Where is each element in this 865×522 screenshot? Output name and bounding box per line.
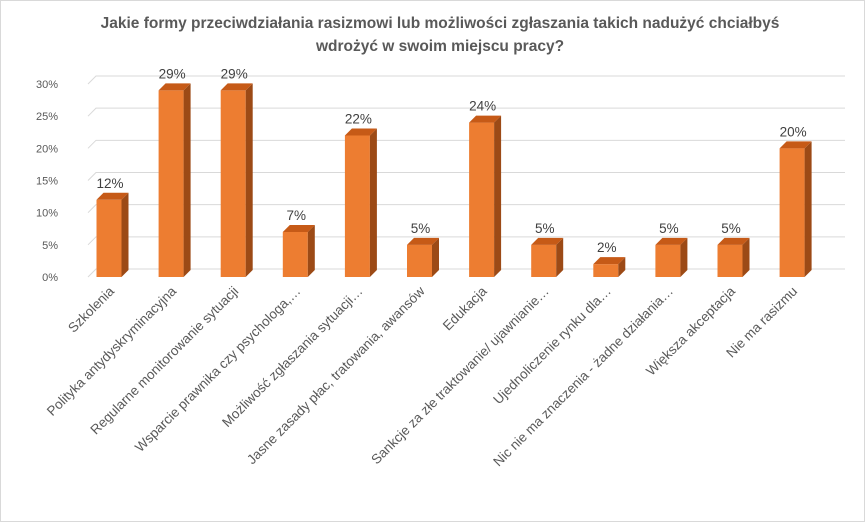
- data-label: 29%: [221, 66, 248, 81]
- data-label: 7%: [287, 208, 307, 223]
- data-label: 29%: [159, 66, 186, 81]
- y-tick-label: 20%: [36, 143, 58, 155]
- bar-side: [307, 224, 315, 277]
- bar-side: [680, 237, 688, 277]
- bar-top: [531, 237, 564, 245]
- bar-side: [369, 128, 377, 277]
- bar-side: [245, 83, 253, 277]
- bar-side: [742, 237, 750, 277]
- category-label: Polityka antydyskryminacyjna: [44, 283, 180, 419]
- chart-title: Jakie formy przeciwdziałania rasizmowi l…: [60, 12, 820, 58]
- data-label: 24%: [469, 99, 496, 114]
- data-label: 5%: [411, 221, 431, 236]
- bar-front: [655, 244, 681, 277]
- data-label: 20%: [780, 124, 807, 139]
- bar-front: [593, 264, 619, 277]
- bar-side: [556, 237, 564, 277]
- data-label: 12%: [96, 176, 123, 191]
- bar-top: [779, 141, 812, 149]
- y-tick-label: 0%: [42, 272, 58, 284]
- data-label: 2%: [597, 240, 617, 255]
- bar-front: [220, 90, 246, 277]
- gridline: [87, 75, 845, 85]
- bar-top: [593, 257, 626, 265]
- bar-front: [344, 135, 370, 277]
- gridline: [87, 107, 845, 117]
- category-label: Edukacja: [440, 283, 490, 333]
- chart-title-line-2: wdrożyć w swoim miejscu pracy?: [315, 38, 565, 55]
- bar-top: [220, 83, 253, 91]
- bar-front: [717, 244, 743, 277]
- y-tick-label: 30%: [36, 79, 58, 91]
- bar-side: [183, 83, 191, 277]
- data-label: 5%: [721, 221, 741, 236]
- bar-side: [804, 141, 812, 277]
- gridline: [87, 236, 845, 246]
- bar-top: [158, 83, 191, 91]
- data-label: 5%: [659, 221, 679, 236]
- bar-side: [494, 115, 502, 277]
- bar-front: [407, 244, 432, 277]
- bar-top: [407, 237, 439, 245]
- bar-top: [469, 115, 502, 123]
- data-label: 22%: [345, 111, 372, 126]
- bar-top: [96, 192, 129, 200]
- gridline: [87, 204, 845, 214]
- bar-front: [96, 199, 122, 277]
- y-tick-label: 5%: [42, 240, 58, 252]
- bar-front: [779, 148, 805, 277]
- bar-front: [282, 231, 308, 277]
- bar-front: [531, 244, 557, 277]
- bar-top: [282, 224, 315, 232]
- y-tick-label: 25%: [36, 111, 58, 123]
- bar-side: [121, 192, 129, 277]
- bar-side: [432, 237, 439, 277]
- y-tick-label: 15%: [36, 176, 58, 188]
- bar-side: [618, 257, 626, 277]
- category-label: Ujednoliczenie rynku dla…: [490, 284, 614, 408]
- bar-top: [655, 237, 688, 245]
- gridline: [87, 172, 845, 181]
- chart-title-line-1: Jakie formy przeciwdziałania rasizmowi l…: [100, 15, 780, 32]
- gridline: [87, 139, 845, 149]
- bar-front: [469, 122, 495, 277]
- bar-top: [717, 237, 750, 245]
- category-label: Szkolenia: [65, 283, 117, 335]
- bar-front: [158, 90, 184, 277]
- y-tick-label: 10%: [36, 208, 58, 220]
- data-label: 5%: [535, 221, 555, 236]
- bar-top: [344, 128, 377, 136]
